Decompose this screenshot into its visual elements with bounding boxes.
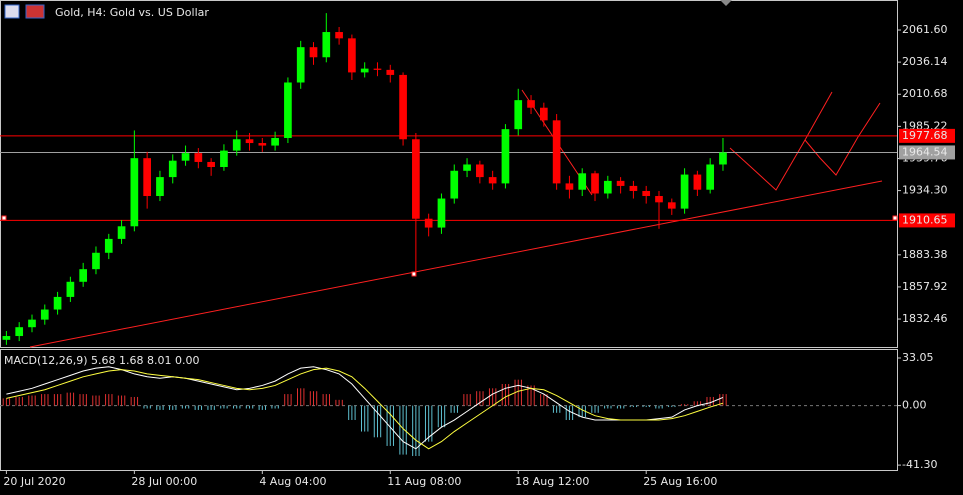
- indicator-line: [6, 367, 724, 450]
- candle-body: [284, 82, 292, 138]
- main-frame: [0, 0, 898, 348]
- candle-body: [386, 69, 395, 75]
- price-label: 1964.54: [902, 145, 948, 158]
- y-tick-label: 1934.30: [902, 184, 948, 197]
- price-label-box: [899, 145, 955, 160]
- candle-body: [501, 129, 510, 184]
- y-tick-label: 33.05: [902, 351, 934, 364]
- x-tick-label: 11 Aug 08:00: [387, 475, 461, 488]
- candle-body: [373, 68, 382, 70]
- candle-body: [706, 164, 715, 190]
- candle-body: [104, 238, 113, 253]
- candle-body: [603, 180, 612, 194]
- candle-body: [450, 170, 459, 199]
- candle-body: [565, 183, 574, 190]
- candle-body: [66, 281, 75, 297]
- candle-body: [143, 158, 151, 197]
- candle-body: [15, 327, 24, 337]
- anchor-point: [1, 215, 7, 221]
- candle-body: [514, 100, 523, 130]
- candle-body: [53, 296, 62, 310]
- candle-body: [693, 174, 702, 190]
- candle-body: [335, 32, 343, 39]
- candle-body: [591, 173, 599, 194]
- candle-body: [220, 150, 228, 168]
- y-tick-label: -41.30: [902, 458, 937, 471]
- candle-body: [424, 218, 433, 228]
- x-tick-label: 18 Aug 12:00: [515, 475, 589, 488]
- candle-body: [360, 68, 369, 73]
- y-tick-label: 1857.92: [902, 280, 948, 293]
- candle-body: [245, 139, 254, 144]
- candle-body: [616, 180, 625, 186]
- y-tick-label: 1883.38: [902, 248, 948, 261]
- candle-body: [258, 143, 267, 146]
- price-label: 1977.68: [902, 129, 948, 142]
- y-tick-label: 2010.68: [902, 87, 948, 100]
- scroll-marker: [720, 0, 732, 6]
- candle-body: [296, 47, 305, 83]
- icon[interactable]: [4, 4, 20, 19]
- candle-body: [40, 309, 49, 320]
- x-tick-label: 20 Jul 2020: [3, 475, 65, 488]
- icon[interactable]: [25, 4, 45, 19]
- candle-body: [412, 139, 420, 219]
- candle-body: [271, 137, 279, 146]
- candle-body: [232, 139, 241, 151]
- candle-body: [539, 107, 548, 121]
- candle-body: [117, 226, 126, 239]
- candle-body: [28, 319, 36, 328]
- candle-body: [130, 158, 139, 227]
- candle-body: [655, 196, 663, 203]
- candle-body: [527, 100, 535, 108]
- candle-body: [309, 47, 318, 58]
- indicator-label: MACD(12,26,9) 5.68 1.68 8.01 0.00: [4, 354, 200, 367]
- candle-body: [322, 32, 331, 58]
- projection: [729, 91, 833, 191]
- candle-body: [680, 174, 689, 209]
- candle-body: [463, 164, 471, 171]
- candle-body: [552, 120, 561, 184]
- candle-body: [92, 252, 100, 270]
- candle-body: [476, 164, 484, 178]
- candle-body: [719, 152, 727, 165]
- candle-body: [156, 177, 164, 197]
- candle-body: [642, 190, 651, 197]
- candle-body: [194, 153, 203, 162]
- trend-line: [29, 180, 883, 348]
- candle-body: [488, 177, 497, 184]
- candle-body: [79, 269, 88, 282]
- y-tick-label: 0.00: [902, 399, 927, 412]
- candle-body: [578, 173, 587, 190]
- candle-body: [348, 38, 356, 73]
- x-tick-label: 28 Jul 00:00: [131, 475, 197, 488]
- candle-body: [181, 153, 190, 161]
- candle-body: [667, 202, 676, 209]
- y-tick-label: 1832.46: [902, 312, 948, 325]
- price-label-box: [899, 128, 955, 143]
- y-tick-label: 2061.60: [902, 23, 948, 36]
- anchor-point: [892, 215, 898, 221]
- price-label: 1910.65: [902, 213, 948, 226]
- x-tick-label: 4 Aug 04:00: [259, 475, 326, 488]
- price-label-box: [899, 213, 955, 228]
- candle-body: [2, 336, 11, 340]
- indicator-line: [6, 366, 724, 450]
- candle-body: [399, 74, 407, 140]
- candle-body: [437, 198, 446, 228]
- candle-body: [207, 161, 215, 168]
- x-tick-label: 25 Aug 16:00: [643, 475, 717, 488]
- candle-body: [629, 185, 638, 191]
- y-tick-label: 2036.14: [902, 55, 948, 68]
- macd-frame: [0, 349, 898, 471]
- candle-body: [168, 160, 177, 178]
- chart-title: Gold, H4: Gold vs. US Dollar: [55, 6, 209, 19]
